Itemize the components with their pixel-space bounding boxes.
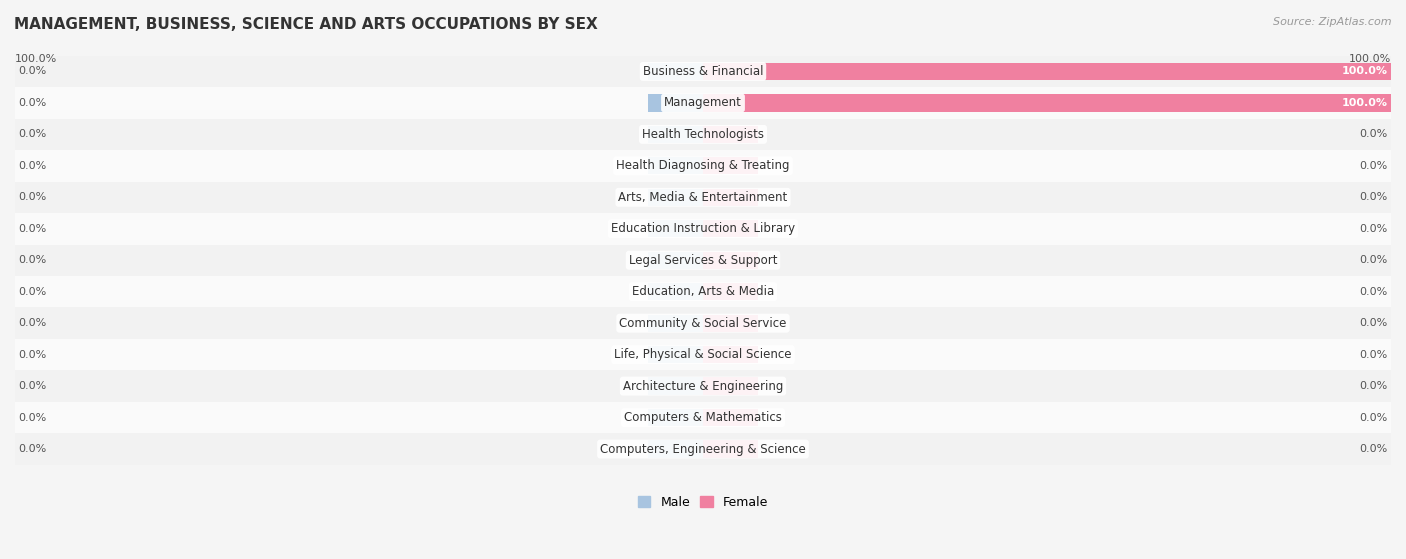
Bar [648, 283, 703, 300]
Text: Computers, Engineering & Science: Computers, Engineering & Science [600, 443, 806, 456]
Text: 0.0%: 0.0% [18, 67, 46, 77]
Bar [703, 346, 758, 363]
Text: 0.0%: 0.0% [18, 444, 46, 454]
Text: 0.0%: 0.0% [18, 129, 46, 139]
Bar [648, 188, 703, 206]
Bar [15, 339, 1391, 371]
Bar [15, 213, 1391, 244]
Text: 0.0%: 0.0% [1360, 192, 1388, 202]
Bar [648, 126, 703, 143]
Text: 100.0%: 100.0% [1341, 98, 1388, 108]
Text: Life, Physical & Social Science: Life, Physical & Social Science [614, 348, 792, 361]
Bar [648, 220, 703, 238]
Text: Management: Management [664, 96, 742, 110]
Bar [15, 307, 1391, 339]
Text: 0.0%: 0.0% [18, 98, 46, 108]
Bar [703, 440, 758, 458]
Text: Education Instruction & Library: Education Instruction & Library [612, 222, 794, 235]
Text: Arts, Media & Entertainment: Arts, Media & Entertainment [619, 191, 787, 204]
Text: 0.0%: 0.0% [18, 349, 46, 359]
Bar [648, 409, 703, 426]
Bar [703, 188, 758, 206]
Bar [15, 56, 1391, 87]
Bar [648, 157, 703, 174]
Text: Source: ZipAtlas.com: Source: ZipAtlas.com [1274, 17, 1392, 27]
Bar [703, 252, 758, 269]
Text: 0.0%: 0.0% [18, 287, 46, 297]
Bar [15, 276, 1391, 307]
Text: Health Technologists: Health Technologists [643, 128, 763, 141]
Text: 0.0%: 0.0% [18, 192, 46, 202]
Bar [648, 315, 703, 332]
Bar [15, 402, 1391, 433]
Text: 0.0%: 0.0% [1360, 129, 1388, 139]
Text: 0.0%: 0.0% [1360, 318, 1388, 328]
Text: 0.0%: 0.0% [1360, 224, 1388, 234]
Bar [703, 315, 758, 332]
Bar [15, 433, 1391, 465]
Text: Education, Arts & Media: Education, Arts & Media [631, 285, 775, 298]
Text: 100.0%: 100.0% [1341, 67, 1388, 77]
Bar [703, 283, 758, 300]
Bar [15, 182, 1391, 213]
Bar [703, 377, 758, 395]
Bar [703, 220, 758, 238]
Text: 0.0%: 0.0% [1360, 161, 1388, 171]
Text: Business & Financial: Business & Financial [643, 65, 763, 78]
Bar [15, 119, 1391, 150]
Bar [648, 377, 703, 395]
Bar [648, 63, 703, 80]
Legend: Male, Female: Male, Female [633, 491, 773, 514]
Bar [703, 157, 758, 174]
Text: 0.0%: 0.0% [1360, 255, 1388, 265]
Text: 0.0%: 0.0% [1360, 413, 1388, 423]
Bar [15, 371, 1391, 402]
Bar [15, 87, 1391, 119]
Bar [15, 244, 1391, 276]
Text: 100.0%: 100.0% [15, 54, 58, 64]
Text: 0.0%: 0.0% [1360, 349, 1388, 359]
Text: 0.0%: 0.0% [18, 224, 46, 234]
Bar [648, 252, 703, 269]
Bar [648, 440, 703, 458]
Text: 0.0%: 0.0% [18, 381, 46, 391]
Bar [648, 94, 703, 112]
Text: 0.0%: 0.0% [1360, 287, 1388, 297]
Bar [703, 94, 1391, 112]
Text: Health Diagnosing & Treating: Health Diagnosing & Treating [616, 159, 790, 172]
Text: Legal Services & Support: Legal Services & Support [628, 254, 778, 267]
Text: 0.0%: 0.0% [18, 318, 46, 328]
Bar [703, 63, 1391, 80]
Text: 0.0%: 0.0% [1360, 444, 1388, 454]
Text: 100.0%: 100.0% [1348, 54, 1391, 64]
Text: Architecture & Engineering: Architecture & Engineering [623, 380, 783, 392]
Bar [15, 150, 1391, 182]
Bar [703, 409, 758, 426]
Text: 0.0%: 0.0% [18, 255, 46, 265]
Text: 0.0%: 0.0% [18, 413, 46, 423]
Text: 0.0%: 0.0% [1360, 381, 1388, 391]
Text: Computers & Mathematics: Computers & Mathematics [624, 411, 782, 424]
Bar [703, 126, 758, 143]
Text: MANAGEMENT, BUSINESS, SCIENCE AND ARTS OCCUPATIONS BY SEX: MANAGEMENT, BUSINESS, SCIENCE AND ARTS O… [14, 17, 598, 32]
Bar [648, 346, 703, 363]
Text: Community & Social Service: Community & Social Service [619, 316, 787, 330]
Text: 0.0%: 0.0% [18, 161, 46, 171]
